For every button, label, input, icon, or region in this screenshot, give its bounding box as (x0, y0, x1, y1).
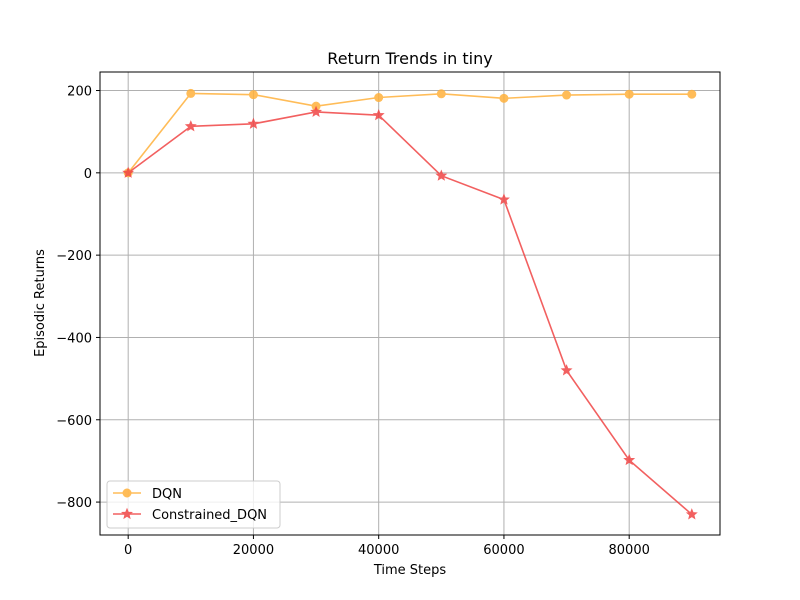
legend-label-constrained-dqn: Constrained_DQN (152, 508, 267, 523)
data-point-constrained-dqn (497, 193, 510, 205)
data-point-constrained-dqn (247, 117, 260, 129)
plot-series (122, 88, 698, 520)
y-axis-label: Episodic Returns (33, 249, 48, 357)
data-point-constrained-dqn (310, 105, 323, 117)
data-point-dqn (186, 88, 196, 98)
chart-title: Return Trends in tiny (327, 49, 492, 68)
data-point-constrained-dqn (122, 166, 135, 178)
legend-box (106, 480, 281, 529)
legend-item-constrained-dqn (113, 507, 141, 520)
data-point-constrained-dqn (372, 108, 385, 121)
series-constrained-dqn (122, 105, 698, 520)
x-tick-label: 40000 (358, 543, 399, 558)
legend-label-dqn: DQN (152, 487, 182, 502)
legend: DQN Constrained_DQN (106, 480, 281, 529)
x-axis-label: Time Steps (373, 563, 447, 578)
data-point-constrained-dqn (623, 453, 636, 466)
axis-ticks: 0 20000 40000 60000 80000 200 0 −200 −400 −600 −80… (56, 85, 650, 558)
data-point-constrained-dqn (184, 120, 197, 132)
data-point-dqn (562, 90, 572, 100)
series-dqn (123, 88, 697, 178)
series-line-constrained-dqn (127, 111, 693, 516)
grid-lines (100, 72, 720, 535)
y-tick-label: −400 (56, 331, 92, 346)
x-tick-label: 80000 (609, 543, 650, 558)
data-point-dqn (687, 89, 697, 99)
y-tick-label: 0 (84, 167, 92, 182)
data-point-constrained-dqn (560, 364, 573, 376)
series-line-dqn (127, 92, 692, 174)
data-point-constrained-dqn (435, 169, 448, 181)
data-point-dqn (436, 89, 446, 99)
data-point-dqn (499, 93, 509, 103)
legend-marker-constrained-dqn (121, 507, 133, 520)
y-tick-label: 200 (67, 85, 92, 100)
x-tick-label: 60000 (483, 543, 524, 558)
y-tick-label: −200 (56, 249, 92, 264)
y-tick-label: −600 (56, 414, 92, 429)
legend-item-dqn (113, 488, 141, 498)
data-point-dqn (624, 89, 634, 99)
plot-frame (99, 71, 721, 536)
data-point-dqn (248, 90, 258, 100)
data-point-constrained-dqn (685, 508, 698, 520)
x-tick-label: 0 (124, 543, 132, 558)
y-tick-label: −800 (56, 496, 92, 511)
x-tick-label: 20000 (233, 543, 274, 558)
legend-marker-dqn (122, 488, 132, 498)
data-point-dqn (374, 93, 384, 103)
